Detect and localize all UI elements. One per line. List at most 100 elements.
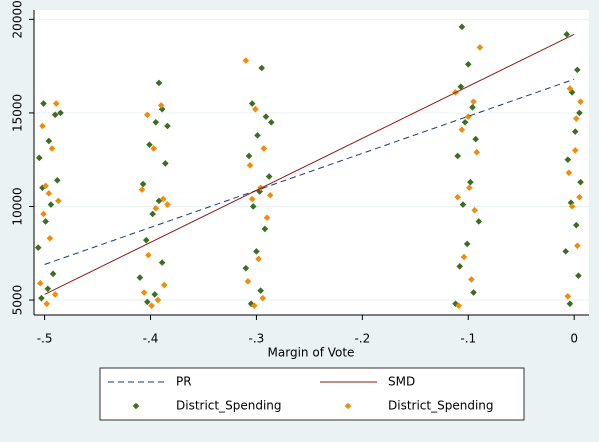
point xyxy=(267,118,275,126)
point xyxy=(576,109,583,117)
point xyxy=(475,218,483,225)
point xyxy=(158,259,166,266)
x-tick-label: -.2 xyxy=(354,332,370,346)
point xyxy=(138,186,146,193)
point xyxy=(43,300,51,308)
point xyxy=(265,173,273,180)
legend-label: District_Spending xyxy=(388,399,494,413)
point xyxy=(242,57,250,64)
point xyxy=(577,98,584,105)
point xyxy=(456,263,464,270)
y-tick-label: 20000 xyxy=(11,0,25,38)
point xyxy=(470,98,477,105)
point xyxy=(574,242,581,250)
y-tick-label: 15000 xyxy=(11,94,25,132)
point xyxy=(158,105,166,113)
point xyxy=(39,122,46,130)
point xyxy=(258,64,266,72)
point xyxy=(463,240,471,248)
point xyxy=(574,66,581,74)
point xyxy=(160,281,168,289)
point xyxy=(42,182,49,190)
point xyxy=(159,195,167,203)
point xyxy=(40,100,47,107)
point xyxy=(567,199,575,207)
point xyxy=(564,292,572,300)
point xyxy=(47,201,55,208)
legend-label: SMD xyxy=(388,375,415,389)
point xyxy=(244,278,252,285)
point xyxy=(140,289,148,296)
point xyxy=(39,184,46,192)
point xyxy=(51,291,59,298)
point xyxy=(54,176,61,184)
point xyxy=(457,83,465,91)
point xyxy=(454,152,461,160)
point xyxy=(139,180,147,188)
point xyxy=(473,148,481,156)
y-tick-label: 5000 xyxy=(11,285,25,316)
point xyxy=(259,294,267,302)
point xyxy=(254,132,261,139)
point xyxy=(144,298,151,306)
point xyxy=(460,253,468,261)
point xyxy=(34,244,42,251)
point xyxy=(155,79,163,87)
point xyxy=(461,118,469,126)
x-tick-label: -.3 xyxy=(249,332,265,346)
point xyxy=(157,102,165,109)
legend-label: District_Spending xyxy=(176,399,282,413)
point xyxy=(164,201,171,208)
point xyxy=(150,145,157,152)
point xyxy=(48,145,56,152)
trend-line xyxy=(44,78,575,265)
point xyxy=(151,291,159,298)
legend-marker xyxy=(132,402,140,410)
point xyxy=(464,113,472,120)
point xyxy=(253,248,260,255)
point xyxy=(469,104,476,111)
point xyxy=(577,178,584,186)
point xyxy=(164,122,171,130)
point xyxy=(575,272,582,280)
x-tick-label: -.4 xyxy=(143,332,159,346)
point xyxy=(251,302,258,309)
point xyxy=(471,206,478,214)
point xyxy=(468,276,475,283)
point xyxy=(38,294,45,302)
plot-area xyxy=(34,10,589,315)
point xyxy=(246,162,254,169)
point xyxy=(458,126,466,134)
x-tick-label: -.1 xyxy=(460,332,476,346)
point xyxy=(142,236,150,244)
point xyxy=(154,296,162,304)
point xyxy=(266,191,274,199)
point xyxy=(260,145,268,152)
x-tick-label: -.5 xyxy=(37,332,53,346)
point xyxy=(572,115,580,122)
legend-label: PR xyxy=(176,375,192,389)
point xyxy=(144,111,151,119)
point xyxy=(459,201,467,208)
point xyxy=(37,279,44,287)
point xyxy=(146,141,153,149)
point xyxy=(566,300,574,308)
point xyxy=(263,214,271,221)
point xyxy=(565,169,573,177)
point xyxy=(49,270,57,278)
legend xyxy=(99,367,525,421)
trend-line xyxy=(44,33,575,295)
point xyxy=(51,111,59,119)
point xyxy=(562,248,569,255)
point xyxy=(467,178,474,186)
point xyxy=(40,210,47,218)
point xyxy=(255,255,262,263)
point xyxy=(35,154,43,162)
point xyxy=(149,210,156,218)
point xyxy=(44,285,52,293)
point xyxy=(46,234,54,242)
point xyxy=(152,205,160,212)
legend-marker xyxy=(344,402,352,410)
point xyxy=(262,113,270,120)
